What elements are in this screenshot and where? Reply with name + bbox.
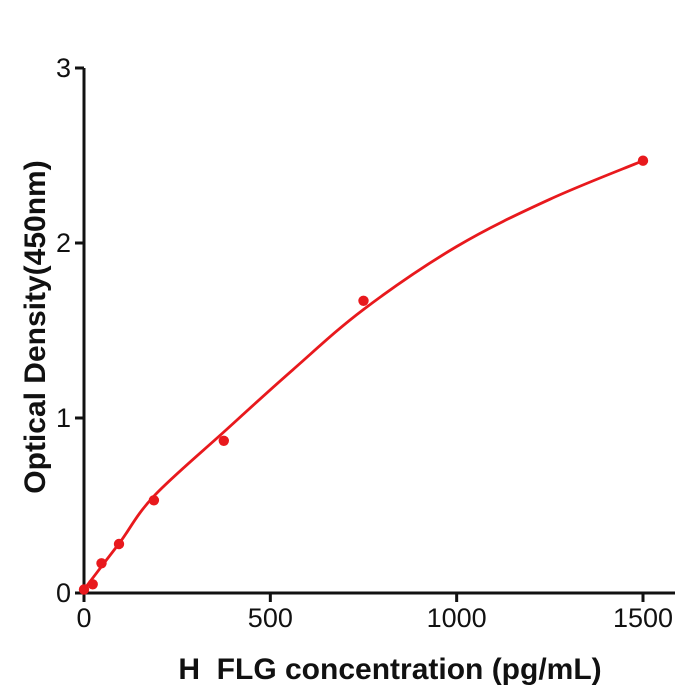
y-tick-label: 0: [56, 578, 71, 608]
y-tick-label: 2: [56, 228, 71, 258]
x-axis-label: H FLG concentration (pg/mL): [178, 653, 602, 686]
fit-curve-line: [82, 159, 645, 591]
y-tick-label: 3: [56, 53, 71, 83]
y-tick-label: 1: [56, 403, 71, 433]
y-axis-label: Optical Density(450nm): [19, 160, 52, 494]
data-point: [358, 295, 369, 306]
data-point: [113, 538, 125, 550]
axis-lines: [82, 68, 675, 595]
data-point: [148, 495, 160, 506]
data-point: [637, 155, 649, 166]
x-tick-label: 500: [248, 603, 293, 633]
x-tick-label: 1500: [613, 603, 673, 633]
data-point: [96, 558, 107, 569]
data-point: [218, 435, 229, 446]
x-tick-label: 0: [76, 603, 91, 633]
data-point: [87, 579, 98, 590]
data-point: [78, 584, 90, 595]
x-tick-label: 1000: [427, 603, 487, 633]
